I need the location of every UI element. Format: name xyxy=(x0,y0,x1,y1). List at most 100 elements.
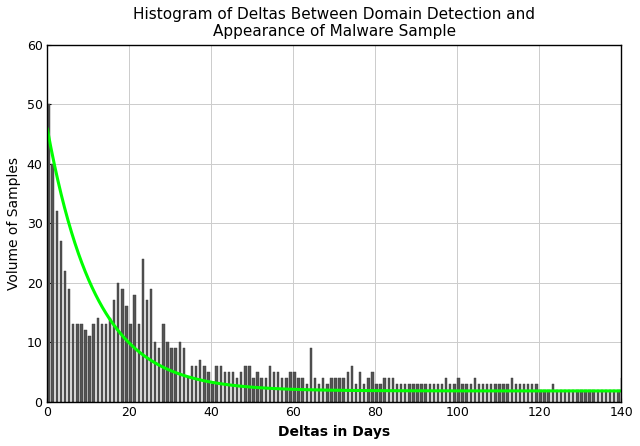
Bar xyxy=(121,289,124,402)
Bar xyxy=(457,378,460,402)
Bar xyxy=(449,384,451,402)
Title: Histogram of Deltas Between Domain Detection and
Appearance of Malware Sample: Histogram of Deltas Between Domain Detec… xyxy=(133,7,535,39)
Bar xyxy=(109,318,111,402)
Bar xyxy=(494,384,497,402)
Bar xyxy=(436,384,439,402)
Bar xyxy=(540,390,541,402)
Bar xyxy=(191,366,193,402)
Bar xyxy=(556,390,558,402)
Bar xyxy=(605,390,607,402)
Bar xyxy=(252,378,255,402)
Bar xyxy=(371,372,374,402)
Bar xyxy=(141,259,144,402)
Bar xyxy=(211,384,214,402)
Bar xyxy=(363,384,365,402)
Bar xyxy=(273,372,275,402)
Bar xyxy=(223,372,226,402)
Bar xyxy=(314,378,316,402)
Bar xyxy=(339,378,341,402)
Bar xyxy=(408,384,410,402)
Bar xyxy=(293,372,296,402)
Bar xyxy=(355,384,357,402)
Bar xyxy=(617,390,620,402)
Bar xyxy=(64,271,66,402)
Bar xyxy=(601,390,603,402)
Bar xyxy=(162,324,164,402)
Bar xyxy=(515,384,517,402)
Bar xyxy=(277,372,279,402)
Bar xyxy=(285,378,287,402)
Bar xyxy=(547,390,550,402)
Bar xyxy=(580,390,582,402)
Bar xyxy=(150,289,152,402)
Bar xyxy=(117,283,120,402)
Bar xyxy=(269,366,271,402)
Bar xyxy=(170,348,173,402)
Bar xyxy=(412,384,415,402)
Bar xyxy=(609,390,611,402)
Bar xyxy=(47,104,50,402)
Bar xyxy=(380,384,382,402)
Bar xyxy=(424,384,427,402)
Bar xyxy=(441,384,444,402)
Bar xyxy=(236,378,238,402)
Bar xyxy=(543,390,546,402)
Bar xyxy=(257,372,259,402)
Y-axis label: Volume of Samples: Volume of Samples xyxy=(7,157,21,289)
Bar xyxy=(68,289,70,402)
Bar xyxy=(518,384,521,402)
Bar xyxy=(593,390,595,402)
Bar xyxy=(195,366,197,402)
Bar xyxy=(133,294,136,402)
Bar xyxy=(88,336,91,402)
Bar xyxy=(125,306,128,402)
Bar xyxy=(568,390,570,402)
Bar xyxy=(523,384,525,402)
Bar xyxy=(228,372,230,402)
Bar xyxy=(240,372,243,402)
Bar xyxy=(166,342,169,402)
Bar xyxy=(498,384,500,402)
Bar xyxy=(60,241,62,402)
Bar xyxy=(359,372,362,402)
Bar xyxy=(584,390,587,402)
Bar xyxy=(301,378,304,402)
Bar xyxy=(400,384,403,402)
Bar xyxy=(392,378,394,402)
Bar xyxy=(613,390,616,402)
Bar xyxy=(298,378,300,402)
Bar xyxy=(318,384,321,402)
Bar xyxy=(351,366,353,402)
Bar xyxy=(453,384,456,402)
Bar xyxy=(310,348,312,402)
Bar xyxy=(433,384,435,402)
Bar xyxy=(383,378,386,402)
Bar xyxy=(154,342,156,402)
Bar xyxy=(477,384,480,402)
Bar xyxy=(129,324,132,402)
X-axis label: Deltas in Days: Deltas in Days xyxy=(278,425,390,439)
Bar xyxy=(330,378,333,402)
Bar xyxy=(158,348,161,402)
Bar xyxy=(470,384,472,402)
Bar xyxy=(100,324,103,402)
Bar xyxy=(187,378,189,402)
Bar xyxy=(576,390,579,402)
Bar xyxy=(445,378,447,402)
Bar xyxy=(465,384,468,402)
Bar xyxy=(621,378,623,402)
Bar xyxy=(56,211,58,402)
Bar xyxy=(232,372,234,402)
Bar xyxy=(596,390,599,402)
Bar xyxy=(535,384,538,402)
Bar xyxy=(84,330,86,402)
Bar xyxy=(347,372,349,402)
Bar xyxy=(146,301,148,402)
Bar xyxy=(105,324,108,402)
Bar xyxy=(564,390,566,402)
Bar xyxy=(207,372,210,402)
Bar xyxy=(588,390,591,402)
Bar xyxy=(244,366,246,402)
Bar xyxy=(474,378,476,402)
Bar xyxy=(486,384,488,402)
